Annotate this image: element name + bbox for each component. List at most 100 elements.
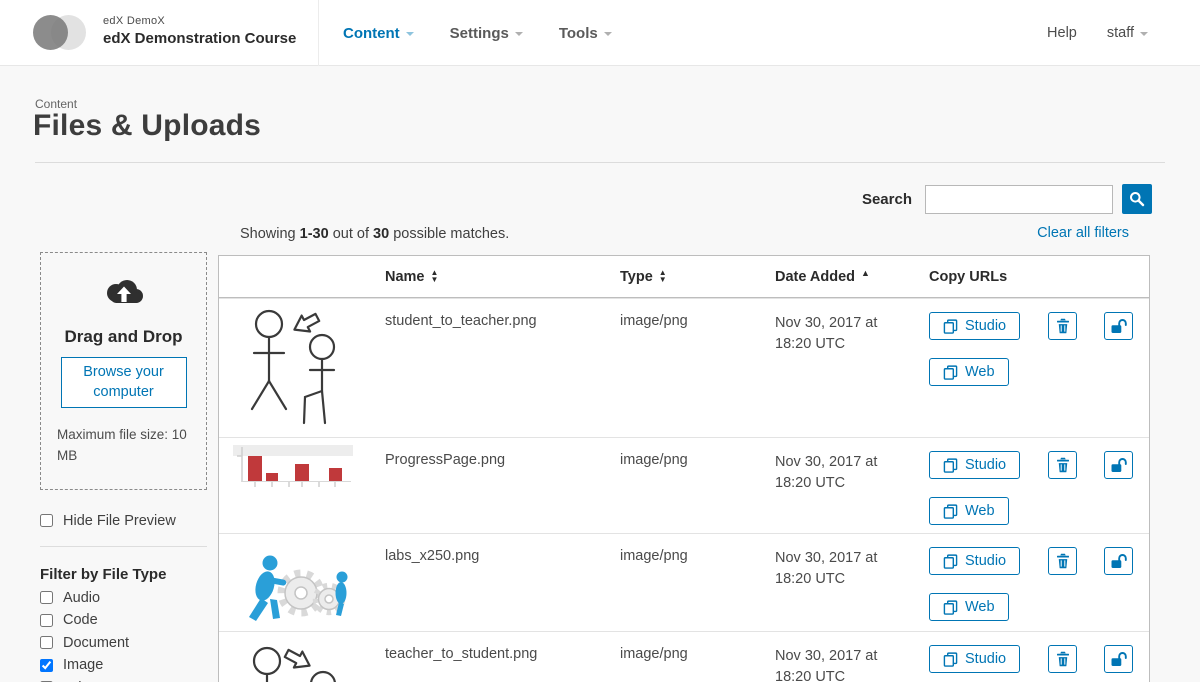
- nav-tools[interactable]: Tools: [559, 25, 612, 42]
- main-nav: Content Settings Tools: [343, 0, 612, 66]
- search-bar: Search: [862, 184, 1152, 214]
- copy-studio-url-button[interactable]: Studio: [929, 547, 1021, 575]
- lock-file-button[interactable]: [1104, 451, 1133, 479]
- lock-file-button[interactable]: [1104, 547, 1133, 575]
- caret-down-icon: [1140, 32, 1148, 36]
- course-title[interactable]: edX Demonstration Course: [103, 30, 297, 47]
- file-thumbnail: [219, 534, 385, 632]
- course-org: edX DemoX: [103, 15, 166, 27]
- trash-icon: [1056, 553, 1070, 569]
- unlocked-padlock-icon: [1109, 457, 1128, 473]
- file-name: teacher_to_student.png: [385, 646, 538, 662]
- copy-web-url-button[interactable]: Web: [929, 358, 1009, 386]
- magnifier-icon: [1129, 191, 1145, 207]
- lock-file-button[interactable]: [1104, 645, 1133, 673]
- copy-urls-header: Copy URLs: [929, 268, 1008, 285]
- file-date-added: Nov 30, 2017 at 18:20 UTC: [775, 315, 878, 353]
- copy-icon: [943, 651, 958, 667]
- drag-and-drop-zone[interactable]: Drag and Drop Browse your computer Maxim…: [40, 252, 207, 490]
- copy-studio-url-button[interactable]: Studio: [929, 451, 1021, 479]
- table-row: ProgressPage.png image/png Nov 30, 2017 …: [219, 437, 1149, 533]
- hide-file-preview-toggle[interactable]: Hide File Preview: [40, 513, 207, 529]
- sort-by-name-header[interactable]: Name ▲ ▼: [385, 268, 439, 285]
- table-header-row: Name ▲ ▼ Type ▲ ▼ Date Added ▲ Copy URLs: [219, 256, 1149, 298]
- sort-both-icon: ▲ ▼: [430, 268, 439, 284]
- copy-studio-url-button[interactable]: Studio: [929, 645, 1021, 673]
- filter-code[interactable]: Code: [40, 612, 207, 628]
- file-actions: Studio Web: [929, 534, 1149, 632]
- file-thumbnail: [219, 438, 385, 533]
- file-type: image/png: [620, 313, 688, 329]
- max-file-size-note: Maximum file size: 10 MB: [57, 427, 187, 464]
- copy-web-url-button[interactable]: Web: [929, 497, 1009, 525]
- filter-document[interactable]: Document: [40, 635, 207, 651]
- sort-by-type-header[interactable]: Type ▲ ▼: [620, 268, 667, 285]
- file-date-added: Nov 30, 2017 at 18:20 UTC: [775, 550, 878, 588]
- caret-down-icon: [514, 32, 523, 36]
- delete-file-button[interactable]: [1048, 547, 1077, 575]
- help-link[interactable]: Help: [1047, 25, 1077, 41]
- table-row: labs_x250.png image/png Nov 30, 2017 at …: [219, 533, 1149, 631]
- copy-icon: [943, 503, 958, 519]
- file-name: student_to_teacher.png: [385, 313, 537, 329]
- hide-file-preview-checkbox[interactable]: [40, 514, 53, 528]
- caret-down-icon: [603, 32, 612, 36]
- copy-icon: [943, 599, 958, 615]
- filter-audio[interactable]: Audio: [40, 590, 207, 606]
- copy-web-url-button[interactable]: Web: [929, 593, 1009, 621]
- page-title: Files & Uploads: [33, 109, 262, 142]
- file-thumbnail: [219, 299, 385, 437]
- table-row: student_to_teacher.png image/png Nov 30,…: [219, 298, 1149, 437]
- copy-studio-url-button[interactable]: Studio: [929, 312, 1021, 340]
- trash-icon: [1056, 457, 1070, 473]
- copy-icon: [943, 364, 958, 380]
- course-info: edX DemoX edX Demonstration Course: [103, 15, 296, 47]
- clear-all-filters-link[interactable]: Clear all filters: [1037, 225, 1129, 241]
- search-label: Search: [861, 190, 912, 208]
- sort-both-icon: ▲ ▼: [658, 268, 667, 284]
- edx-logo-icon: [33, 15, 93, 51]
- header-divider: [318, 0, 319, 66]
- copy-icon: [943, 553, 958, 569]
- files-table: Name ▲ ▼ Type ▲ ▼ Date Added ▲ Copy URLs: [218, 255, 1150, 682]
- file-type: image/png: [620, 548, 688, 564]
- sidebar: Drag and Drop Browse your computer Maxim…: [40, 252, 207, 682]
- lock-file-button[interactable]: [1104, 312, 1133, 340]
- browse-computer-button[interactable]: Browse your computer: [60, 357, 187, 409]
- unlocked-padlock-icon: [1109, 553, 1128, 569]
- sort-ascending-icon: ▲: [861, 267, 870, 278]
- title-divider: [35, 162, 1165, 163]
- cloud-upload-icon: [101, 280, 147, 313]
- user-nav: Help staff: [1047, 0, 1148, 66]
- delete-file-button[interactable]: [1048, 312, 1077, 340]
- file-date-added: Nov 30, 2017 at 18:20 UTC: [775, 648, 878, 682]
- file-thumbnail: [219, 632, 385, 682]
- sort-by-date-header[interactable]: Date Added ▲: [775, 267, 870, 285]
- file-actions: Studio Web: [929, 438, 1149, 533]
- unlocked-padlock-icon: [1109, 651, 1128, 667]
- file-name: ProgressPage.png: [385, 452, 506, 468]
- search-input[interactable]: [925, 184, 1113, 214]
- file-actions: Studio Web: [929, 299, 1149, 437]
- copy-icon: [943, 457, 958, 473]
- nav-content[interactable]: Content: [343, 25, 414, 42]
- nav-settings[interactable]: Settings: [450, 25, 523, 42]
- trash-icon: [1056, 318, 1070, 334]
- unlocked-padlock-icon: [1109, 318, 1128, 334]
- results-count: Showing 1-30 out of 30 possible matches.: [240, 226, 510, 242]
- breadcrumb[interactable]: Content: [35, 97, 78, 111]
- file-type: image/png: [620, 452, 688, 468]
- table-row: teacher_to_student.png image/png Nov 30,…: [219, 631, 1149, 682]
- filter-by-type-title: Filter by File Type: [40, 565, 167, 583]
- file-name: labs_x250.png: [385, 548, 480, 564]
- search-button[interactable]: [1122, 184, 1152, 214]
- caret-down-icon: [405, 32, 414, 36]
- app-header: edX DemoX edX Demonstration Course Conte…: [0, 0, 1200, 66]
- file-type-filter-list: Audio Code Document Image Other: [40, 590, 207, 682]
- file-type: image/png: [620, 646, 688, 662]
- filter-image[interactable]: Image: [40, 657, 207, 673]
- delete-file-button[interactable]: [1048, 451, 1077, 479]
- copy-icon: [943, 318, 958, 334]
- delete-file-button[interactable]: [1048, 645, 1077, 673]
- user-menu[interactable]: staff: [1107, 25, 1148, 41]
